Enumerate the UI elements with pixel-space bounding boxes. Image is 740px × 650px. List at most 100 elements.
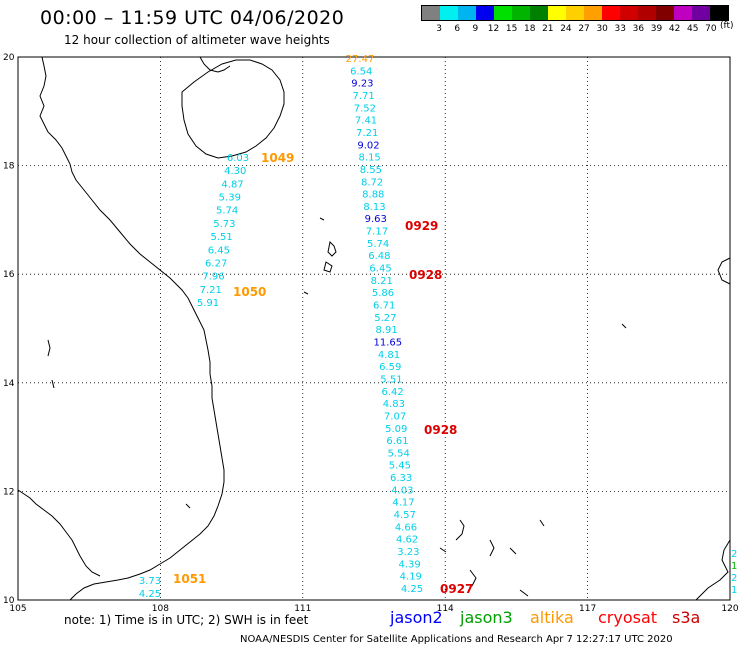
legend-swatch xyxy=(674,6,692,20)
wave-height-value: 6.03 xyxy=(227,153,249,164)
legend-label: 39 xyxy=(650,24,663,34)
map-frame xyxy=(17,56,731,601)
wave-height-value: 7.17 xyxy=(366,227,388,238)
x-tick-label: 117 xyxy=(579,604,596,614)
wave-height-value: 1 xyxy=(731,585,737,596)
y-tick-label: 12 xyxy=(3,487,14,497)
wave-height-value: 5.74 xyxy=(216,206,238,217)
legend-label: 12 xyxy=(487,24,500,34)
legend-swatch xyxy=(440,6,458,20)
color-legend: 3 6 9 12 15 18 21 24 27 30 33 36 39 42 45 70 xyxy=(421,5,729,34)
wave-height-value: 6.42 xyxy=(382,387,404,398)
satellite-label: altika xyxy=(530,608,574,627)
hainan-island xyxy=(181,59,285,159)
wave-height-value: 7.21 xyxy=(356,128,378,139)
y-tick-label: 20 xyxy=(3,53,15,63)
wave-height-value: 3.23 xyxy=(397,547,419,558)
legend-label: 9 xyxy=(472,24,479,34)
pass-time-label: 0928 xyxy=(424,423,457,437)
wave-height-value: 8.88 xyxy=(362,190,384,201)
wave-height-value: 4.30 xyxy=(224,166,246,177)
legend-swatch xyxy=(422,6,440,20)
wave-height-value: 3.73 xyxy=(139,576,161,587)
legend-swatch xyxy=(476,6,494,20)
wave-height-value: 6.45 xyxy=(369,264,391,275)
legend-label: 45 xyxy=(687,24,699,34)
wave-height-value: 6.71 xyxy=(373,301,395,312)
wave-height-value: 7.96 xyxy=(202,272,224,283)
legend-label: 42 xyxy=(668,24,681,34)
wave-height-value: 5.73 xyxy=(213,219,235,230)
wave-height-value: 6.27 xyxy=(205,258,227,269)
pass-time-label: 1049 xyxy=(261,151,294,165)
y-tick-label: 14 xyxy=(3,379,15,389)
legend-swatch xyxy=(656,6,674,20)
wave-height-value: 4.87 xyxy=(221,179,243,190)
wave-height-value: 8.91 xyxy=(375,325,397,336)
x-tick-label: 114 xyxy=(437,604,454,614)
map-grid xyxy=(18,57,730,600)
legend-label: 6 xyxy=(454,24,461,34)
legend-swatches xyxy=(421,5,729,21)
footer-note: note: 1) Time is in UTC; 2) SWH is in fe… xyxy=(64,613,309,627)
wave-height-value: 5.09 xyxy=(385,424,407,435)
page-title: 00:00 – 11:59 UTC 04/06/2020 xyxy=(40,7,345,29)
legend-label: 33 xyxy=(614,24,627,34)
x-tick-label: 105 xyxy=(9,604,26,614)
wave-height-value: 7.52 xyxy=(354,103,376,114)
wave-height-value: 4.81 xyxy=(378,350,400,361)
y-tick-label: 18 xyxy=(3,162,15,172)
wave-height-value: 8.72 xyxy=(361,177,383,188)
legend-swatch xyxy=(638,6,656,20)
wave-height-value: 5.51 xyxy=(211,232,233,243)
wave-height-value: 4.25 xyxy=(139,589,161,600)
pass-time-label: 0927 xyxy=(440,582,473,596)
vietnam-coastline xyxy=(39,56,225,601)
wave-height-value: 5.51 xyxy=(380,374,402,385)
wave-height-value: 6.59 xyxy=(379,362,401,373)
pass-time-label: 0929 xyxy=(405,219,438,233)
legend-swatch xyxy=(710,6,728,20)
legend-label: 30 xyxy=(596,24,608,34)
wave-height-value: 4.25 xyxy=(401,584,423,595)
legend-label: 24 xyxy=(560,24,572,34)
legend-label: 27 xyxy=(578,24,590,34)
y-tick-label: 16 xyxy=(3,270,15,280)
satellite-label: jason3 xyxy=(460,608,513,627)
pass-time-label: 0928 xyxy=(409,268,442,282)
legend-swatch xyxy=(620,6,638,20)
wave-height-value: 4.19 xyxy=(400,572,422,583)
leizhou-coast xyxy=(199,56,231,73)
wave-height-value: 2 xyxy=(731,549,737,560)
wave-height-value: 8.55 xyxy=(360,165,382,176)
legend-label: 18 xyxy=(523,24,536,34)
wave-height-value: 9.02 xyxy=(357,140,379,151)
legend-unit: (ft) xyxy=(720,21,734,31)
wave-height-value: 9.23 xyxy=(351,79,373,90)
wave-height-value: 5.91 xyxy=(197,298,219,309)
wave-height-value: 11.65 xyxy=(373,337,402,348)
wave-height-value: 5.39 xyxy=(219,193,241,204)
wave-height-value: 1 xyxy=(731,561,737,572)
wave-height-value: 5.74 xyxy=(367,239,389,250)
wave-height-value: 6.48 xyxy=(368,251,390,262)
wave-height-value: 5.45 xyxy=(389,461,411,472)
wave-height-value: 5.27 xyxy=(374,313,396,324)
wave-height-value: 2 xyxy=(731,573,737,584)
legend-swatch xyxy=(566,6,584,20)
satellite-label: jason2 xyxy=(390,608,443,627)
legend-swatch xyxy=(530,6,548,20)
wave-height-value: 4.39 xyxy=(398,559,420,570)
legend-swatch xyxy=(458,6,476,20)
wave-height-value: 5.86 xyxy=(372,288,394,299)
legend-labels: 3 6 9 12 15 18 21 24 27 30 33 36 39 42 45 70 xyxy=(421,21,729,34)
legend-swatch xyxy=(494,6,512,20)
wave-height-value: 6.61 xyxy=(386,436,408,447)
legend-label: 36 xyxy=(632,24,645,34)
wave-height-value: 7.07 xyxy=(384,411,406,422)
footer-credit: NOAA/NESDIS Center for Satellite Applica… xyxy=(240,634,673,645)
x-tick-label: 108 xyxy=(152,604,169,614)
pass-time-label: 1051 xyxy=(173,572,206,586)
